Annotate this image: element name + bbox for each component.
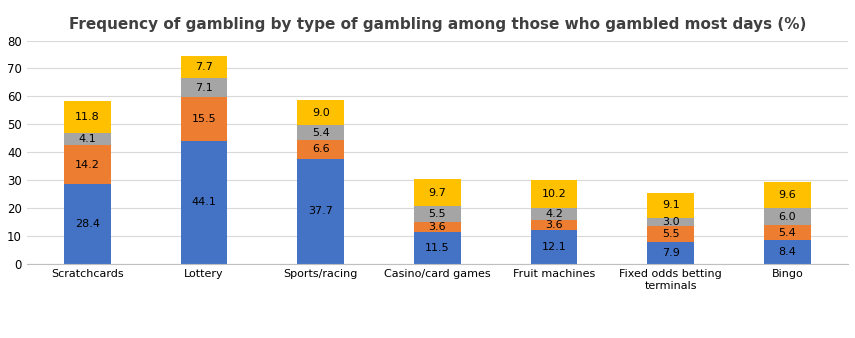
Text: 37.7: 37.7	[309, 206, 333, 216]
Bar	[180, 78, 227, 97]
Text: 3.6: 3.6	[545, 220, 563, 230]
Bar	[180, 141, 227, 264]
Bar	[64, 100, 110, 134]
Bar	[764, 182, 811, 209]
Text: 11.5: 11.5	[425, 243, 450, 252]
Text: 14.2: 14.2	[75, 160, 100, 170]
Bar	[64, 145, 110, 185]
Text: 7.1: 7.1	[195, 82, 213, 93]
Text: 3.6: 3.6	[428, 221, 446, 232]
Text: 9.7: 9.7	[428, 188, 446, 198]
Text: 5.5: 5.5	[428, 209, 446, 219]
Bar	[647, 242, 694, 264]
Title: Frequency of gambling by type of gambling among those who gambled most days (%): Frequency of gambling by type of gamblin…	[68, 18, 806, 32]
Text: 9.0: 9.0	[312, 107, 329, 118]
Text: 9.1: 9.1	[662, 200, 680, 210]
Bar	[298, 125, 344, 140]
Text: 6.0: 6.0	[779, 212, 796, 222]
Bar	[414, 179, 461, 206]
Bar	[647, 226, 694, 242]
Text: 10.2: 10.2	[542, 189, 566, 199]
Text: 5.4: 5.4	[312, 127, 329, 138]
Bar	[298, 159, 344, 264]
Bar	[414, 206, 461, 221]
Text: 5.4: 5.4	[779, 228, 796, 238]
Bar	[414, 232, 461, 264]
Bar	[647, 193, 694, 218]
Text: 11.8: 11.8	[75, 112, 100, 122]
Text: 6.6: 6.6	[312, 144, 329, 154]
Bar	[531, 208, 577, 220]
Bar	[531, 220, 577, 230]
Text: 4.2: 4.2	[545, 209, 563, 219]
Bar	[180, 56, 227, 78]
Bar	[180, 97, 227, 141]
Text: 28.4: 28.4	[75, 219, 100, 229]
Text: 7.7: 7.7	[195, 62, 213, 72]
Text: 9.6: 9.6	[779, 190, 796, 200]
Text: 12.1: 12.1	[542, 242, 566, 252]
Bar	[764, 209, 811, 225]
Text: 5.5: 5.5	[662, 229, 680, 239]
Bar	[531, 180, 577, 208]
Text: 4.1: 4.1	[79, 134, 97, 144]
Text: 44.1: 44.1	[192, 197, 216, 207]
Text: 8.4: 8.4	[778, 247, 796, 257]
Text: 3.0: 3.0	[662, 217, 680, 227]
Bar	[64, 185, 110, 264]
Text: 7.9: 7.9	[662, 248, 680, 258]
Bar	[414, 221, 461, 232]
Bar	[298, 100, 344, 125]
Bar	[647, 218, 694, 226]
Bar	[531, 230, 577, 264]
Bar	[298, 140, 344, 159]
Text: 15.5: 15.5	[192, 114, 216, 124]
Bar	[64, 134, 110, 145]
Bar	[764, 225, 811, 240]
Bar	[764, 240, 811, 264]
